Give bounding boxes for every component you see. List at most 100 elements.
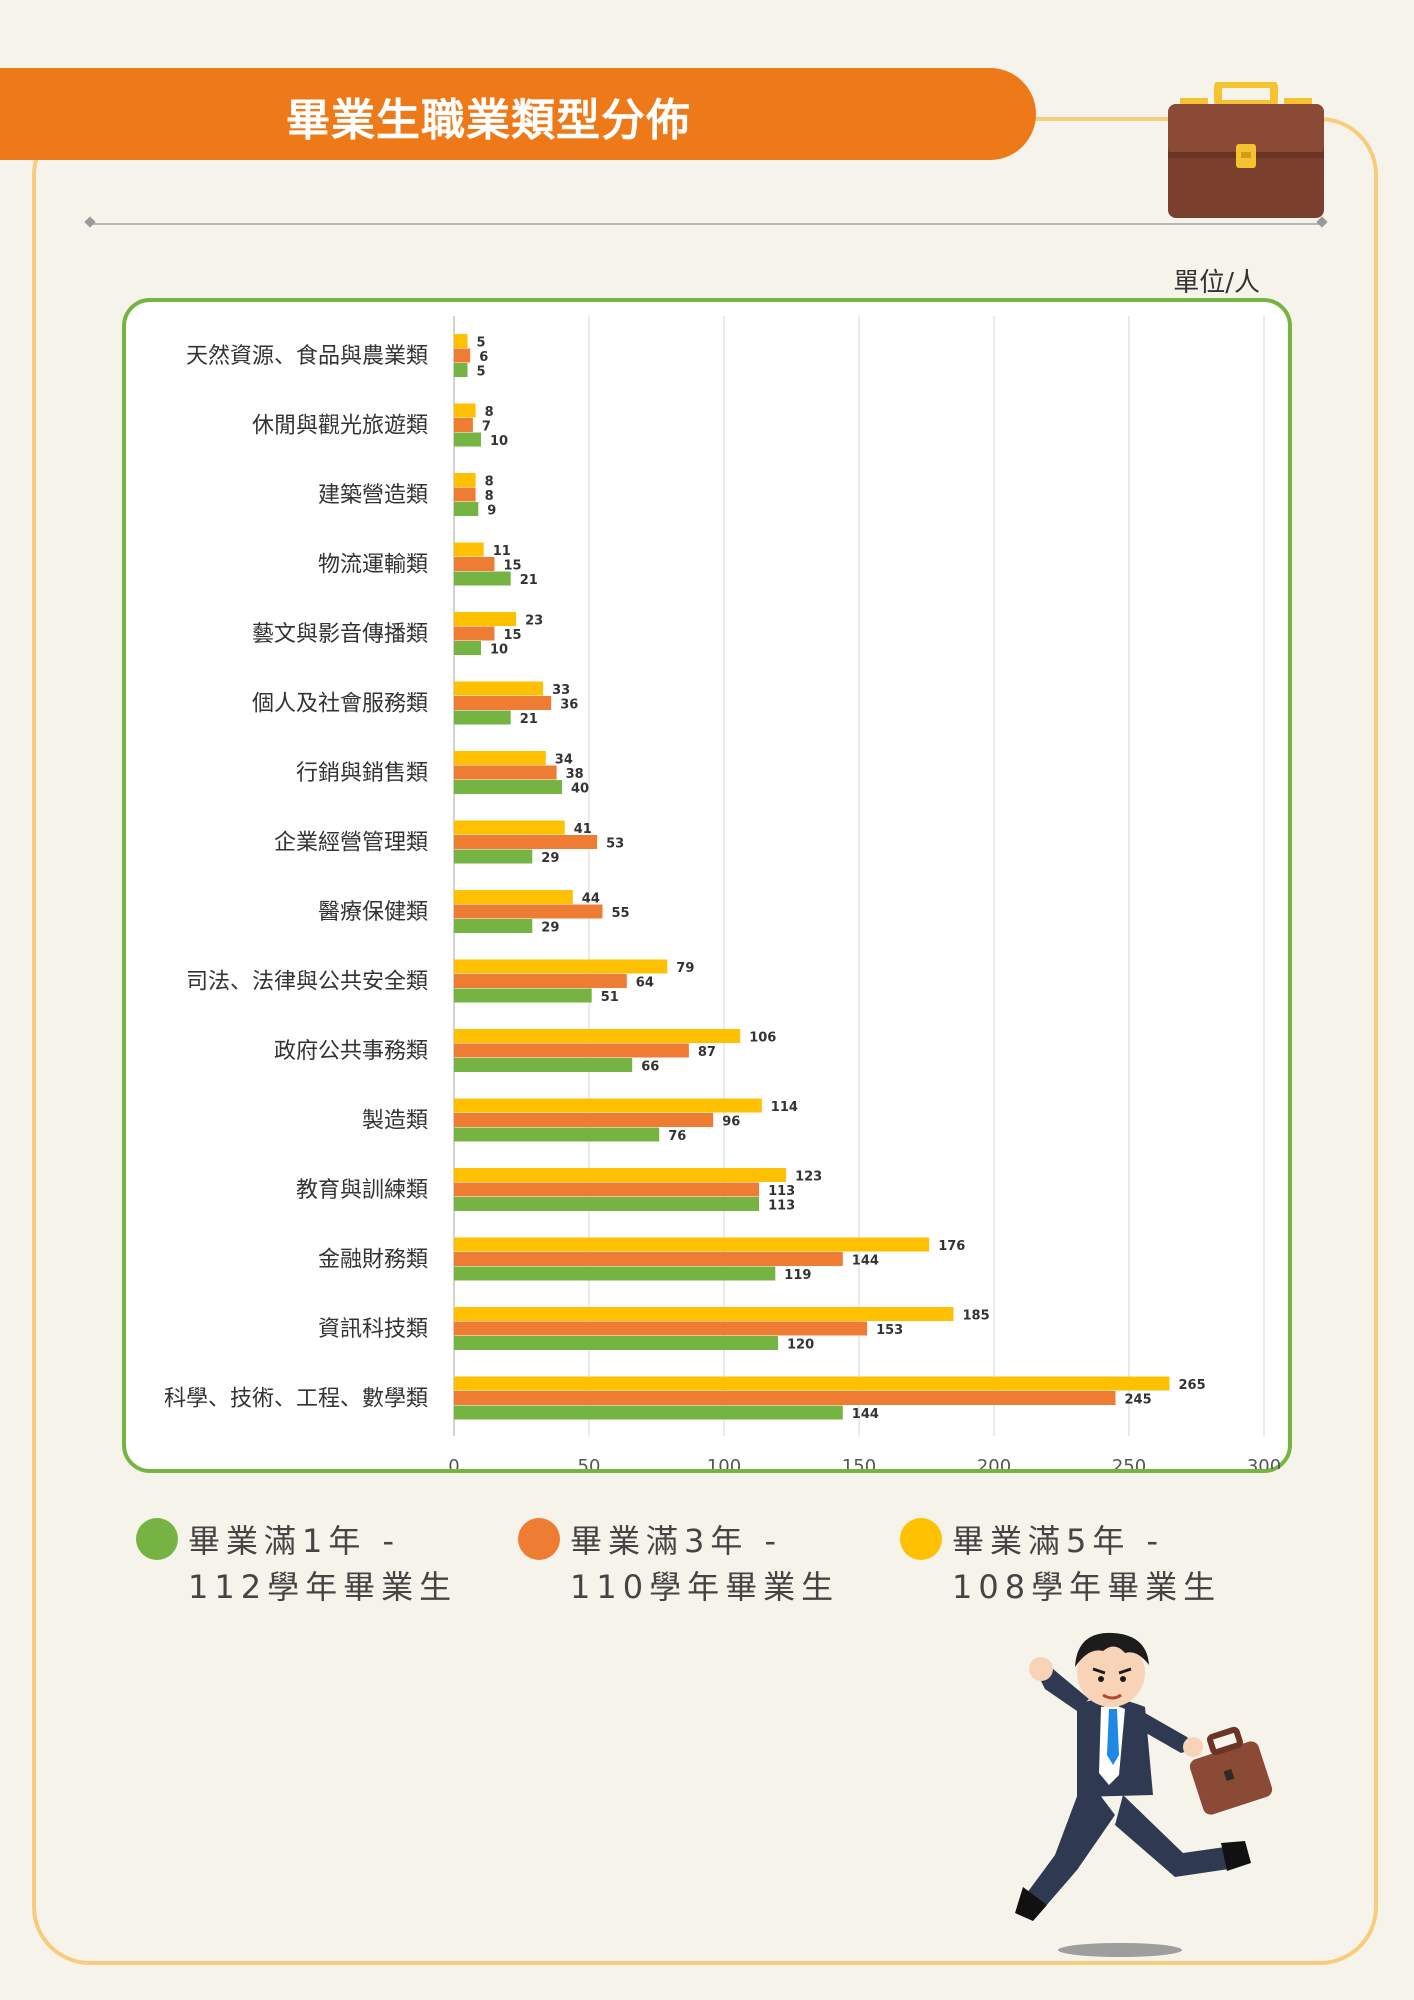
x-tick-label: 50 xyxy=(578,1456,601,1469)
page-title: 畢業生職業類型分佈 xyxy=(286,95,691,146)
bar xyxy=(454,681,544,696)
data-label: 5 xyxy=(477,365,486,380)
bar xyxy=(454,780,562,794)
bar xyxy=(454,348,471,363)
data-label: 10 xyxy=(490,643,508,658)
bar xyxy=(454,1391,1116,1405)
data-label: 113 xyxy=(768,1184,795,1199)
legend-line1-5yr: 畢業滿5年 - xyxy=(952,1522,1165,1560)
data-label: 144 xyxy=(852,1407,879,1422)
data-label: 41 xyxy=(574,822,592,837)
bar xyxy=(454,988,592,1003)
data-label: 10 xyxy=(490,434,508,449)
bar xyxy=(454,1098,762,1113)
category-label: 科學、技術、工程、數學類 xyxy=(164,1386,428,1411)
x-tick-label: 100 xyxy=(707,1456,741,1469)
bar xyxy=(454,974,627,988)
category-label: 教育與訓練類 xyxy=(296,1178,428,1203)
x-tick-label: 300 xyxy=(1247,1456,1281,1469)
data-label: 51 xyxy=(601,990,619,1005)
bar xyxy=(454,959,668,974)
bar xyxy=(454,1058,633,1072)
running-businessman-illustration xyxy=(1015,1632,1273,1957)
data-label: 87 xyxy=(698,1045,716,1060)
bar xyxy=(454,1307,954,1321)
category-label: 藝文與影音傳播類 xyxy=(252,622,428,647)
data-label: 55 xyxy=(612,906,630,921)
bar xyxy=(454,904,603,919)
legend-line2-5yr: 108學年畢業生 xyxy=(952,1568,1222,1606)
category-label: 製造類 xyxy=(362,1108,428,1133)
bar xyxy=(454,835,598,849)
category-label: 物流運輸類 xyxy=(318,552,428,577)
category-label: 建築營造類 xyxy=(318,483,428,508)
legend-line1-1yr: 畢業滿1年 - xyxy=(188,1522,401,1560)
legend-line2-1yr: 112學年畢業生 xyxy=(188,1568,458,1606)
data-label: 8 xyxy=(485,489,494,504)
data-label: 21 xyxy=(520,712,538,727)
data-label: 38 xyxy=(566,767,584,782)
data-label: 15 xyxy=(504,628,522,643)
briefcase-icon xyxy=(1168,82,1324,218)
bar xyxy=(454,1182,760,1197)
data-label: 176 xyxy=(938,1239,965,1254)
bar xyxy=(454,1266,776,1281)
bar xyxy=(454,626,495,641)
data-label: 5 xyxy=(477,336,486,351)
legend-line1-3yr: 畢業滿3年 - xyxy=(570,1522,783,1560)
bar xyxy=(454,542,484,557)
bar xyxy=(454,1252,843,1266)
data-label: 11 xyxy=(493,544,511,559)
category-label: 醫療保健類 xyxy=(318,900,428,925)
bar xyxy=(454,432,481,447)
category-label: 休閒與觀光旅遊類 xyxy=(252,413,428,438)
bar xyxy=(454,710,511,725)
category-label: 個人及社會服務類 xyxy=(252,691,428,716)
bar xyxy=(454,334,468,348)
category-label: 政府公共事務類 xyxy=(274,1039,428,1064)
x-tick-label: 0 xyxy=(448,1456,459,1469)
bar xyxy=(454,1336,778,1350)
unit-label: 單位/人 xyxy=(1173,268,1260,298)
category-label: 天然資源、食品與農業類 xyxy=(186,344,428,369)
bar xyxy=(454,751,546,765)
legend-swatch-1yr xyxy=(136,1518,178,1560)
x-tick-label: 250 xyxy=(1112,1456,1146,1469)
data-label: 64 xyxy=(636,976,654,991)
category-label: 資訊科技類 xyxy=(318,1317,428,1342)
legend-swatch-3yr xyxy=(518,1518,560,1560)
data-label: 23 xyxy=(525,614,543,629)
data-label: 114 xyxy=(771,1100,798,1115)
data-label: 123 xyxy=(795,1170,822,1185)
data-label: 265 xyxy=(1179,1378,1206,1393)
data-label: 106 xyxy=(749,1031,776,1046)
bar xyxy=(454,1321,868,1336)
data-label: 8 xyxy=(485,405,494,420)
bar xyxy=(454,849,533,864)
bar xyxy=(454,1405,843,1420)
data-label: 96 xyxy=(722,1115,740,1130)
x-tick-label: 200 xyxy=(977,1456,1011,1469)
data-label: 15 xyxy=(504,559,522,574)
title-banner xyxy=(0,68,1036,160)
data-label: 33 xyxy=(552,683,570,698)
bar xyxy=(454,1127,660,1142)
data-label: 36 xyxy=(560,698,578,713)
data-label: 44 xyxy=(582,892,600,907)
data-label: 29 xyxy=(541,921,559,936)
data-label: 8 xyxy=(485,475,494,490)
bar-chart: 0 50 100 150 200 250 300 天然資源、食品與農業類 565 休閒與觀光旅遊類… xyxy=(164,316,1281,1469)
bar xyxy=(454,890,573,904)
bar xyxy=(454,1376,1170,1391)
legend-line2-3yr: 110學年畢業生 xyxy=(570,1568,840,1606)
bar xyxy=(454,571,511,586)
bar xyxy=(454,363,468,377)
data-label: 185 xyxy=(963,1309,990,1324)
x-tick-label: 150 xyxy=(842,1456,876,1469)
category-label: 行銷與銷售類 xyxy=(296,761,428,786)
bar xyxy=(454,1168,787,1182)
bar xyxy=(454,696,552,710)
data-label: 245 xyxy=(1125,1393,1152,1408)
data-label: 40 xyxy=(571,782,589,797)
data-label: 79 xyxy=(676,961,694,976)
